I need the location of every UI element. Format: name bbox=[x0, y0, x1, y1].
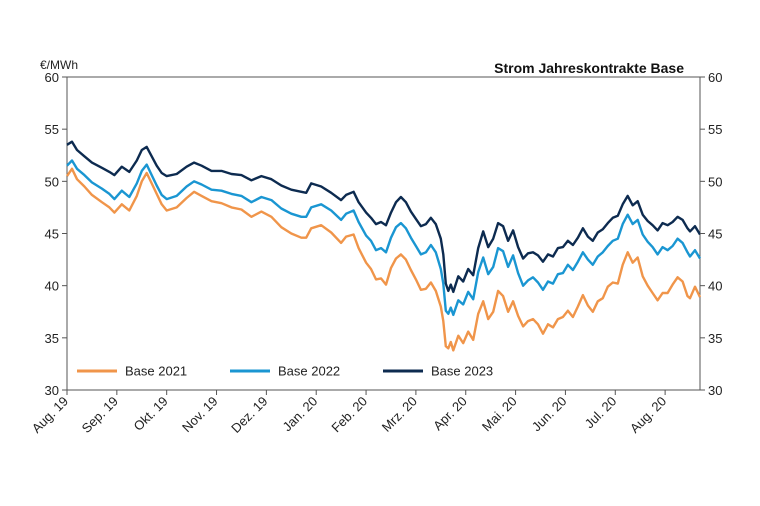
right-y-tick-label: 40 bbox=[708, 279, 722, 294]
right-y-tick-label: 50 bbox=[708, 174, 722, 189]
left-y-tick-label: 50 bbox=[45, 174, 59, 189]
left-y-tick-label: 35 bbox=[45, 331, 59, 346]
series-lines bbox=[66, 140, 702, 352]
x-tick-label: Jan. 20 bbox=[280, 394, 321, 435]
x-tick-label: Dez. 19 bbox=[228, 394, 270, 436]
plot-frame bbox=[66, 76, 701, 391]
x-tick-label: Jun. 20 bbox=[529, 394, 570, 435]
x-tick-label: Aug. 20 bbox=[627, 394, 669, 436]
legend-label-base-2021: Base 2021 bbox=[125, 364, 187, 379]
left-y-tick-label: 55 bbox=[45, 122, 59, 137]
x-tick-label: Sep. 19 bbox=[79, 394, 121, 436]
legend: Base 2021 Base 2022 Base 2023 bbox=[77, 364, 493, 379]
legend-label-base-2023: Base 2023 bbox=[431, 364, 493, 379]
series-line-base-2023 bbox=[66, 140, 702, 294]
series-line-base-2022 bbox=[66, 159, 702, 317]
x-tick-label: Jul. 20 bbox=[582, 394, 620, 432]
left-y-tick-label: 45 bbox=[45, 227, 59, 242]
left-y-axis-ticks: 30 35 40 45 50 55 60 bbox=[45, 70, 67, 398]
y-axis-unit-label: €/MWh bbox=[40, 58, 78, 72]
x-tick-label: Mrz. 20 bbox=[379, 394, 420, 435]
right-y-tick-label: 45 bbox=[708, 227, 722, 242]
legend-label-base-2022: Base 2022 bbox=[278, 364, 340, 379]
chart-title: Strom Jahreskontrakte Base bbox=[494, 60, 684, 76]
x-tick-label: Apr. 20 bbox=[430, 394, 470, 434]
x-tick-label: Aug. 19 bbox=[29, 394, 71, 436]
right-y-tick-label: 60 bbox=[708, 70, 722, 85]
right-y-tick-label: 35 bbox=[708, 331, 722, 346]
series-line-base-2021 bbox=[66, 167, 702, 352]
x-tick-label: Nov. 19 bbox=[179, 394, 221, 436]
x-tick-label: Feb. 20 bbox=[328, 394, 370, 436]
left-y-tick-label: 60 bbox=[45, 70, 59, 85]
left-y-tick-label: 30 bbox=[45, 383, 59, 398]
right-y-tick-label: 30 bbox=[708, 383, 722, 398]
x-tick-label: Mai. 20 bbox=[479, 394, 520, 435]
right-y-tick-label: 55 bbox=[708, 122, 722, 137]
x-axis-ticks: Aug. 19 Sep. 19 Okt. 19 Nov. 19 Dez. 19 Jan. … bbox=[29, 390, 669, 436]
left-y-tick-label: 40 bbox=[45, 279, 59, 294]
plot-area-border bbox=[66, 76, 701, 391]
right-y-axis-ticks: 30 35 40 45 50 55 60 bbox=[700, 70, 722, 398]
x-tick-label: Okt. 19 bbox=[131, 394, 171, 434]
